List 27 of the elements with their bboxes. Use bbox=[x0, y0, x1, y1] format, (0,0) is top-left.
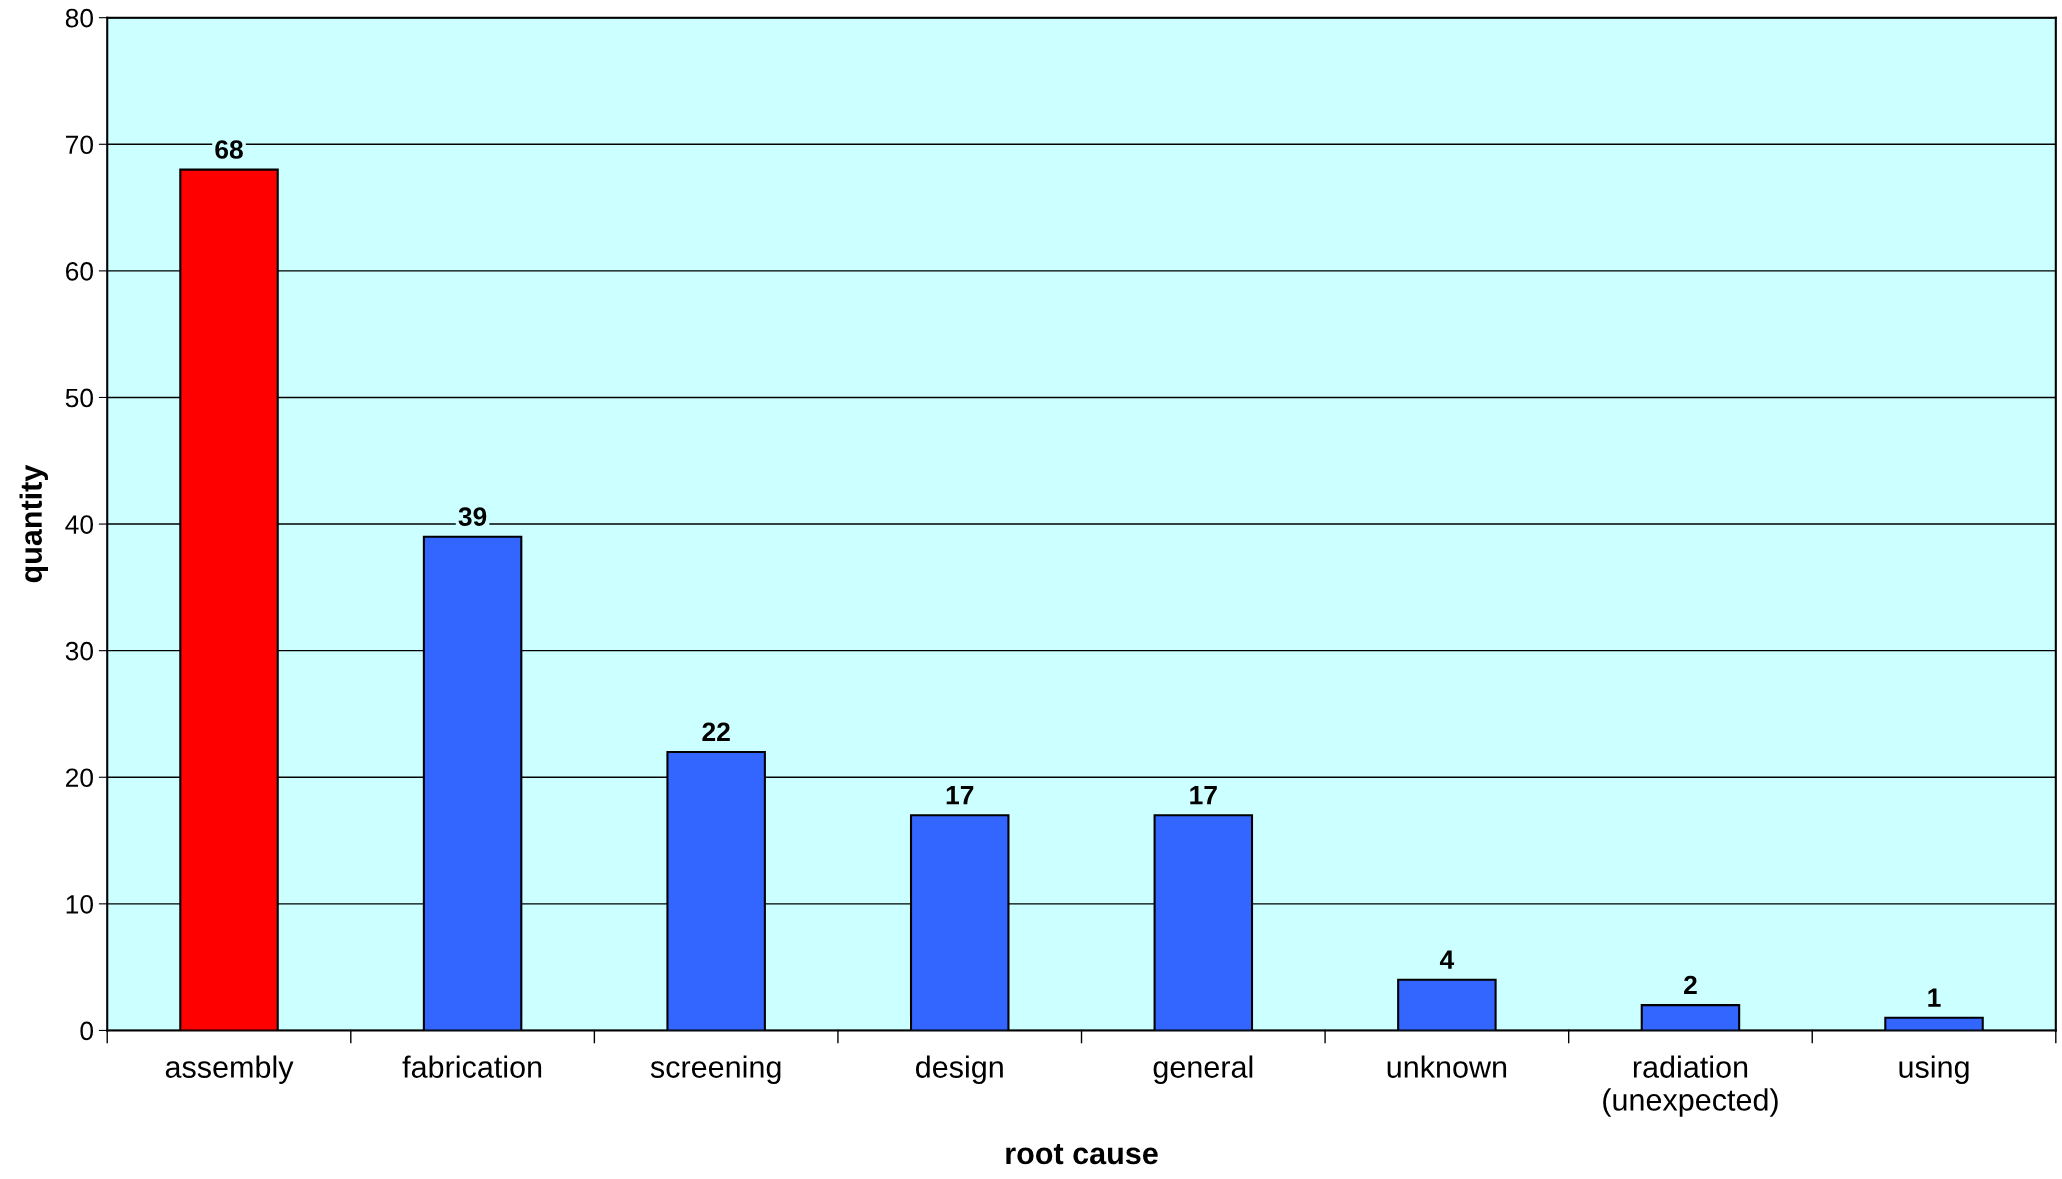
y-axis-title: quantity bbox=[19, 464, 49, 583]
x-tick-label: design bbox=[916, 1055, 1003, 1084]
data-label: 22 bbox=[702, 722, 730, 741]
x-tick-label: general bbox=[1153, 1055, 1253, 1084]
x-tick-label: radiation (unexpected) bbox=[1603, 1055, 1778, 1117]
y-tick-label: 50 bbox=[65, 388, 93, 408]
data-label: 68 bbox=[215, 140, 243, 159]
x-tick-label: fabrication bbox=[402, 1055, 542, 1078]
data-label: 17 bbox=[1190, 786, 1217, 805]
x-tick-label: screening bbox=[650, 1055, 781, 1084]
y-tick-label: 0 bbox=[80, 1021, 93, 1041]
data-label: 1 bbox=[1928, 988, 1941, 1007]
data-label: 17 bbox=[946, 786, 974, 805]
y-tick-label: 10 bbox=[66, 894, 93, 914]
x-axis-title: root cause bbox=[1006, 1144, 1158, 1165]
y-tick-label: 80 bbox=[65, 8, 93, 28]
data-label: 2 bbox=[1684, 975, 1697, 995]
y-tick-label: 20 bbox=[66, 768, 93, 788]
x-tick-label: assembly bbox=[165, 1055, 294, 1084]
data-label: 39 bbox=[458, 507, 487, 526]
x-tick-label: unknown bbox=[1387, 1055, 1507, 1078]
y-tick-label: 60 bbox=[66, 262, 93, 281]
x-tick-label: using bbox=[1899, 1055, 1969, 1084]
data-label: 4 bbox=[1439, 950, 1455, 969]
y-tick-label: 70 bbox=[66, 135, 93, 155]
y-tick-label: 30 bbox=[65, 641, 93, 661]
y-tick-label: 40 bbox=[65, 515, 93, 534]
